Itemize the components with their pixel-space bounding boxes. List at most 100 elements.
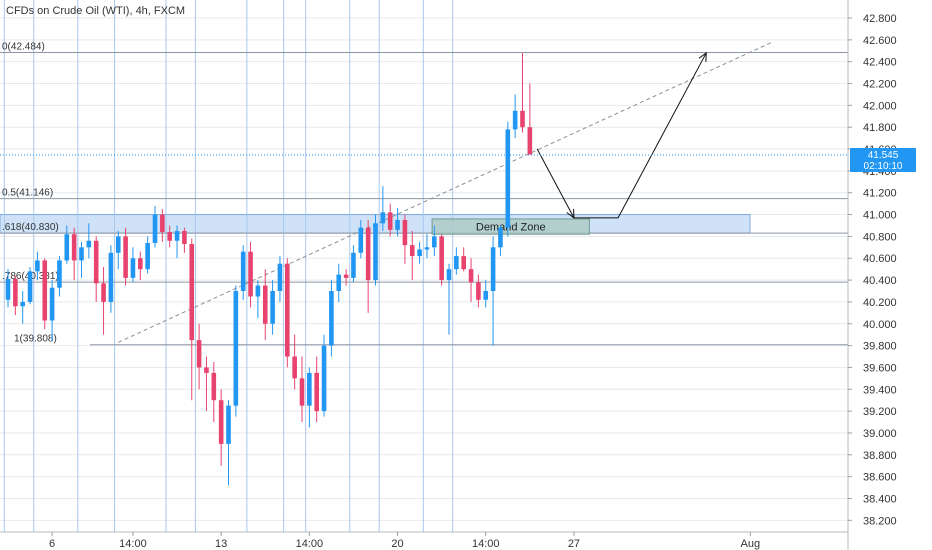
y-tick-label: 39.800 [863, 341, 897, 353]
y-tick-label: 42.400 [863, 57, 897, 69]
y-tick-label: 39.000 [863, 428, 897, 440]
candle [71, 227, 77, 281]
candle [167, 225, 172, 248]
candle-body [483, 291, 489, 300]
candle-body [365, 227, 371, 281]
candle [321, 334, 327, 417]
demand-zone-label: Demand Zone [476, 222, 546, 234]
candle [270, 280, 275, 335]
candle-body [461, 256, 466, 270]
y-tick-label: 40.000 [863, 319, 897, 331]
candles-layer [5, 52, 533, 486]
candle-body [49, 287, 55, 321]
candle-body [27, 271, 33, 302]
y-tick-label: 39.600 [863, 362, 897, 374]
candle [35, 251, 40, 281]
candle [351, 245, 356, 283]
candle-body [130, 258, 136, 278]
candle [476, 274, 481, 308]
candle [5, 269, 11, 308]
candle [520, 52, 525, 133]
y-tick-label: 42.600 [863, 35, 897, 47]
y-tick-label: 41.200 [863, 188, 897, 200]
candle [483, 280, 489, 308]
candle [373, 214, 378, 286]
candle-body [402, 220, 408, 246]
candle-body [152, 214, 158, 243]
candle-body [387, 212, 393, 230]
candle-body [314, 372, 319, 412]
trend-line [118, 41, 773, 343]
candle-body [189, 244, 195, 341]
candle [248, 241, 253, 308]
candle-body [270, 291, 275, 324]
candle-body [432, 236, 437, 248]
candle-body [336, 274, 342, 291]
candle-body [196, 340, 202, 368]
candle-body [343, 274, 349, 278]
candle-body [20, 301, 25, 307]
candle [57, 256, 62, 297]
candle [358, 220, 364, 259]
candle [218, 389, 224, 466]
candle [424, 234, 430, 259]
candle-body [93, 240, 99, 284]
candle [196, 323, 202, 390]
candle-body [292, 356, 297, 379]
y-tick-label: 38.800 [863, 450, 897, 462]
arrowhead-up [698, 51, 707, 62]
candle [152, 205, 158, 248]
candle [174, 225, 180, 259]
candle [527, 83, 533, 155]
candle [395, 208, 400, 237]
candle [160, 209, 165, 242]
candle [182, 227, 187, 253]
candle-body [476, 282, 481, 300]
candle-body [299, 378, 305, 406]
candle [314, 356, 319, 423]
session-lines-layer [3, 0, 454, 532]
candle-body [86, 240, 92, 248]
candle [255, 280, 261, 319]
candle [42, 258, 48, 330]
candle [292, 334, 297, 390]
candle-body [42, 260, 48, 321]
candle [307, 367, 312, 428]
candle-body [79, 247, 84, 261]
time-axis[interactable]: 6 14:00 13 14:00 20 14:00 27 Aug [49, 532, 760, 550]
candle [233, 285, 239, 417]
candle [13, 275, 18, 316]
candle-body [307, 372, 312, 406]
y-tick-label: 41.800 [863, 122, 897, 134]
demand-zone-layer[interactable]: Demand Zone [431, 218, 590, 235]
y-tick-label: 41.000 [863, 210, 897, 222]
candle-body [277, 263, 283, 291]
candle-body [182, 230, 187, 245]
candle [490, 236, 496, 346]
candle [204, 356, 209, 412]
y-tick-label: 42.800 [863, 13, 897, 25]
chart-title: CFDs on Crude Oil (WTI), 4h, FXCM [6, 5, 185, 17]
candle-body [490, 247, 496, 291]
x-tick-label: 14:00 [296, 538, 324, 550]
candle [226, 400, 231, 486]
x-tick-label: 6 [49, 538, 55, 550]
demand-zone-box[interactable] [431, 218, 590, 235]
candle-body [204, 367, 209, 373]
candle [498, 225, 503, 257]
candle [461, 247, 466, 272]
y-tick-label: 38.400 [863, 493, 897, 505]
candle [277, 256, 283, 302]
candle [49, 280, 55, 342]
candle [402, 214, 408, 264]
candle [409, 230, 415, 281]
candle-body [358, 227, 364, 253]
price-axis[interactable]: 38.200 38.400 38.600 38.800 39.000 39.200 39.4… [848, 13, 897, 527]
candle-body [409, 245, 415, 257]
arrowhead-down [566, 208, 575, 219]
candle [329, 280, 334, 357]
y-tick-label: 38.200 [863, 515, 897, 527]
y-tick-label: 40.200 [863, 297, 897, 309]
